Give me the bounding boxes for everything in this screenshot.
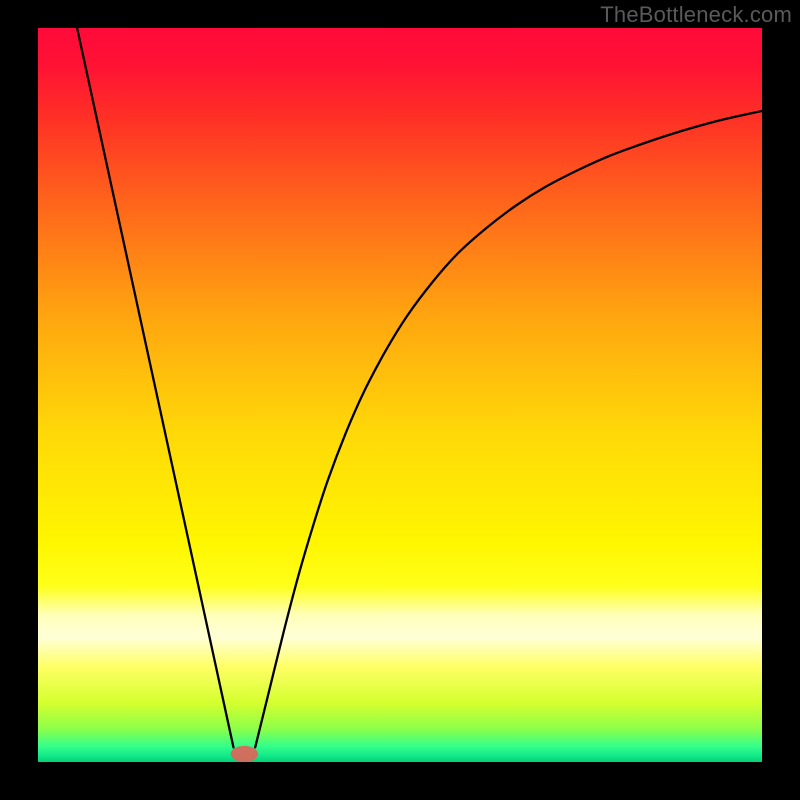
watermark-label: TheBottleneck.com: [600, 2, 792, 28]
optimal-point-marker: [231, 746, 259, 762]
gradient-background: [38, 28, 762, 762]
bottleneck-chart: [38, 28, 762, 762]
chart-container: TheBottleneck.com: [0, 0, 800, 800]
